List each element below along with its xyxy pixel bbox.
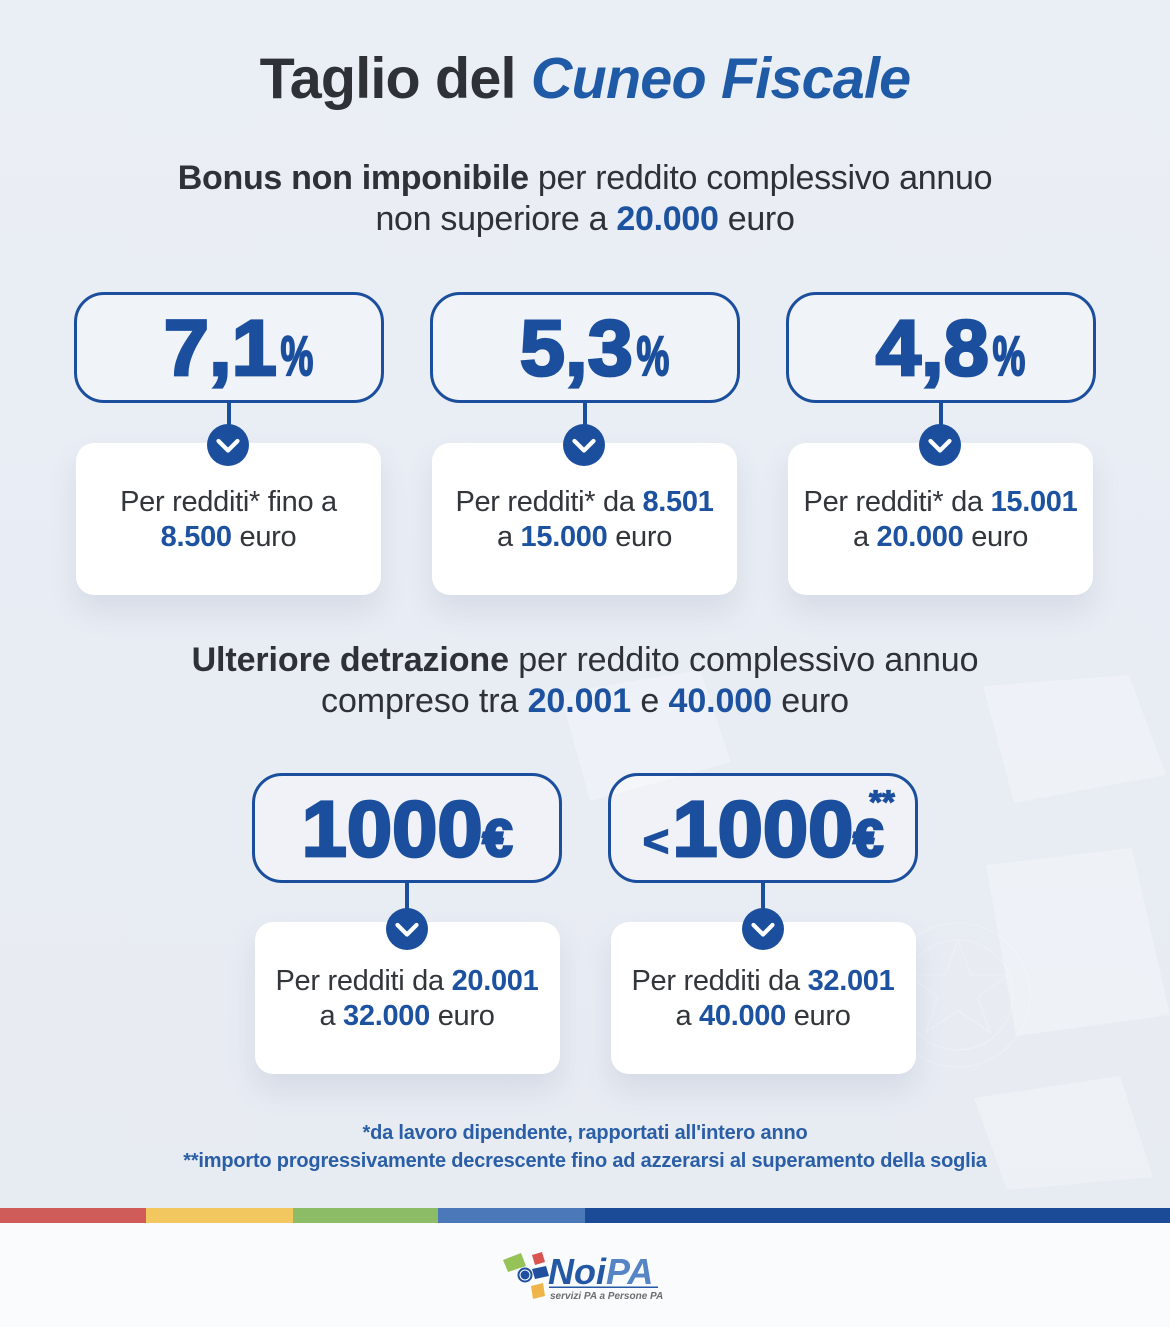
svg-text:servizi PA a Persone PA: servizi PA a Persone PA: [550, 1291, 663, 1302]
svg-text:NoiPA: NoiPA: [548, 1251, 653, 1292]
